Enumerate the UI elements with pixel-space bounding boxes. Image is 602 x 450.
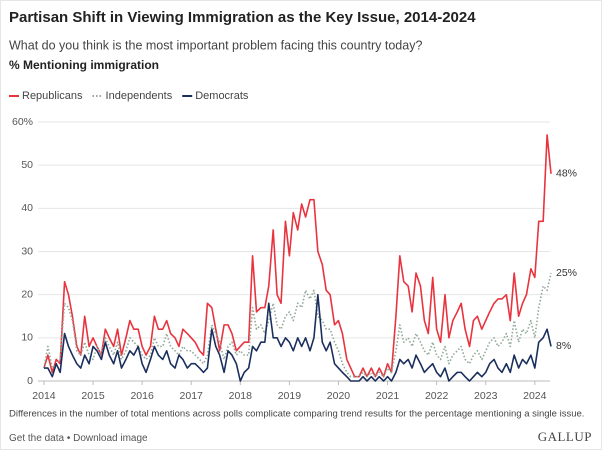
series-line [43, 293, 552, 382]
x-tick-label: 2020 [327, 390, 351, 402]
x-tick-label: 2022 [425, 390, 449, 402]
links: Get the data • Download image [9, 433, 148, 444]
x-tick-label: 2016 [130, 390, 154, 402]
x-tick-label: 2023 [474, 390, 498, 402]
y-tick-label: 10 [21, 332, 33, 344]
footnote: Differences in the number of total menti… [9, 409, 584, 420]
y-tick-label: 0 [27, 375, 33, 387]
x-tick-label: 2021 [376, 390, 400, 402]
end-label: 25% [556, 267, 577, 279]
legend-label: Independents [106, 90, 173, 102]
get-data-link[interactable]: Get the data [9, 433, 64, 444]
legend-item: Democrats [182, 90, 249, 102]
x-tick-label: 2017 [180, 390, 204, 402]
legend: Republicans Independents Democrats [9, 90, 249, 102]
end-label: 48% [556, 168, 577, 180]
y-tick-label: 30 [21, 245, 33, 257]
brand-logo: GALLUP [538, 429, 592, 444]
series-line [43, 272, 552, 378]
legend-item: Independents [92, 90, 173, 102]
download-link[interactable]: Download image [73, 433, 148, 444]
legend-label: Democrats [195, 90, 249, 102]
plot-area: 0 10 20 30 40 50 60% 2014 2015 2016 2017 2018 2019 20… [12, 116, 577, 402]
end-label: 8% [556, 340, 571, 352]
legend-label: Republicans [22, 90, 83, 102]
y-axis-label: % Mentioning immigration [9, 58, 159, 72]
chart-title: Partisan Shift in Viewing Immigration as… [9, 9, 476, 26]
series-line [43, 134, 552, 378]
chart-subtitle: What do you think is the most important … [9, 38, 422, 52]
y-tick-label: 50 [21, 159, 33, 171]
x-tick-label: 2014 [32, 390, 56, 402]
x-tick-label: 2015 [81, 390, 105, 402]
x-tick-label: 2024 [523, 390, 547, 402]
y-tick-label: 60% [12, 116, 33, 128]
separator: • [64, 433, 73, 444]
y-tick-label: 40 [21, 202, 33, 214]
x-tick-label: 2018 [229, 390, 253, 402]
x-tick-label: 2019 [278, 390, 302, 402]
legend-item: Republicans [9, 90, 83, 102]
y-tick-label: 20 [21, 288, 33, 300]
